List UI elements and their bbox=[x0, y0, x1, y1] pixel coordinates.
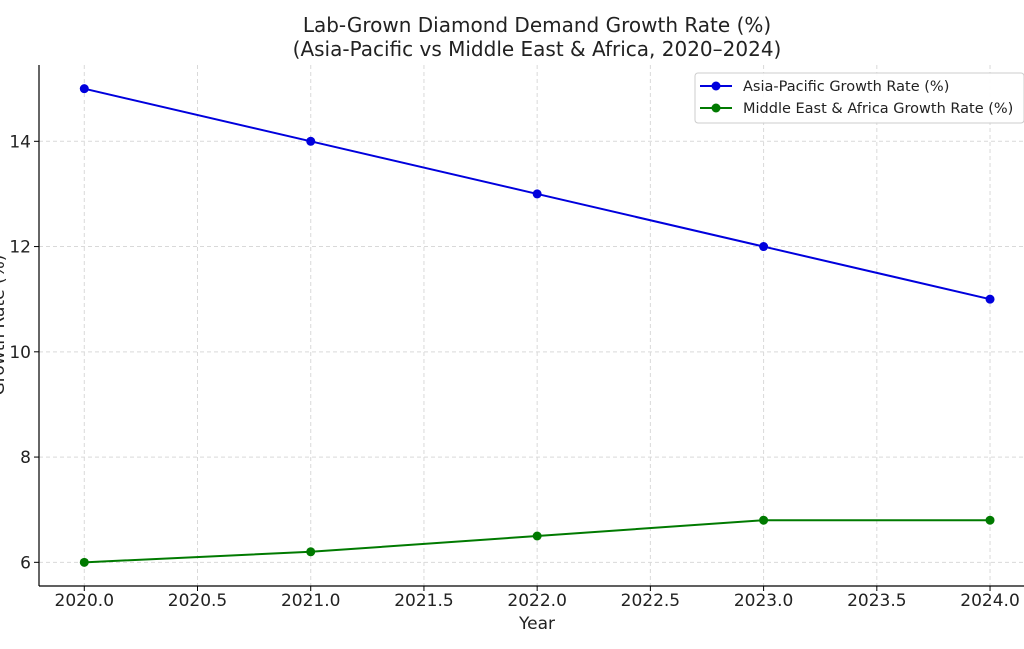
data-point bbox=[985, 294, 995, 304]
legend-box bbox=[694, 72, 1024, 124]
data-point bbox=[306, 136, 316, 146]
y-tick-label: 8 bbox=[20, 448, 31, 468]
chart-title-line-2: (Asia-Pacific vs Middle East & Africa, 2… bbox=[293, 37, 782, 61]
x-tick-label: 2023.0 bbox=[734, 591, 793, 611]
x-tick-label: 2020.5 bbox=[168, 591, 227, 611]
x-tick-label: 2022.0 bbox=[507, 591, 566, 611]
y-axis-title: Growth Rate (%) bbox=[0, 255, 9, 396]
x-axis-title: Year bbox=[518, 614, 555, 634]
legend-marker-1 bbox=[711, 81, 721, 91]
y-tick-label: 14 bbox=[9, 132, 31, 152]
data-point bbox=[79, 84, 89, 94]
x-tick-label: 2024.0 bbox=[960, 591, 1019, 611]
data-point bbox=[759, 515, 769, 525]
series bbox=[79, 84, 995, 567]
x-tick-label: 2022.5 bbox=[621, 591, 680, 611]
legend-label-1: Asia-Pacific Growth Rate (%) bbox=[743, 79, 949, 95]
legend-label-2: Middle East & Africa Growth Rate (%) bbox=[743, 101, 1013, 117]
legend-marker-2 bbox=[711, 103, 721, 113]
data-point bbox=[306, 547, 316, 557]
chart-title-line-1: Lab-Grown Diamond Demand Growth Rate (%) bbox=[303, 13, 771, 37]
x-tick-label: 2021.5 bbox=[394, 591, 453, 611]
data-point bbox=[79, 557, 89, 567]
data-point bbox=[985, 515, 995, 525]
axes: 2020.0 2020.5 2021.0 2021.5 2022.0 2022.5 2023… bbox=[9, 65, 1024, 611]
y-tick-label: 12 bbox=[9, 238, 31, 258]
x-tick-label: 2021.0 bbox=[281, 591, 340, 611]
legend: Asia-Pacific Growth Rate (%) Middle East … bbox=[694, 72, 1024, 124]
y-tick-label: 6 bbox=[20, 553, 31, 573]
y-tick-label: 10 bbox=[9, 343, 31, 363]
data-point bbox=[532, 189, 542, 199]
x-tick-label: 2023.5 bbox=[847, 591, 906, 611]
x-tick-label: 2020.0 bbox=[55, 591, 114, 611]
grid bbox=[39, 65, 1024, 586]
data-point bbox=[532, 531, 542, 541]
data-point bbox=[759, 242, 769, 252]
